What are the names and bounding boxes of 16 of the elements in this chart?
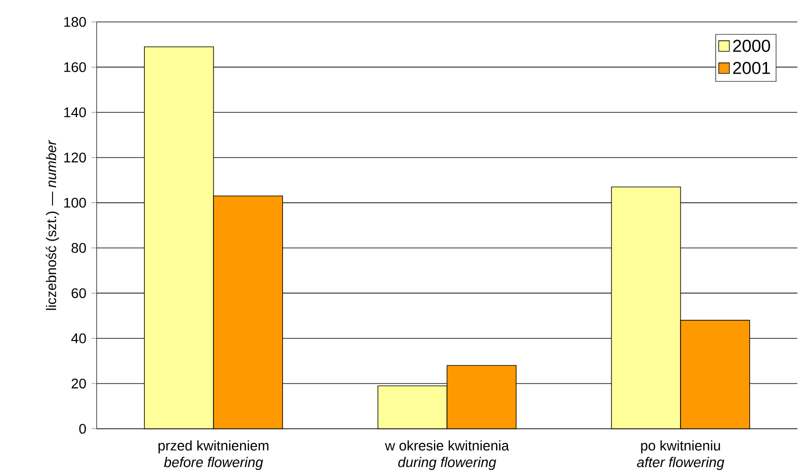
y-tick-label: 120 [64, 152, 86, 163]
x-tick-label: w okresie kwitnienia during flowering [384, 440, 510, 470]
y-tick-label: 60 [72, 288, 86, 298]
y-tick-label: 0 [79, 424, 86, 434]
legend-label: 2001 [733, 62, 770, 74]
y-tick-label: 20 [72, 378, 86, 389]
y-tick-label: 100 [64, 198, 86, 208]
x-tick-label: po kwitnieniu after flowering [637, 440, 724, 470]
y-tick-label: 140 [64, 108, 86, 118]
y-tick-label: 40 [71, 334, 86, 344]
y-tick-label: 160 [64, 62, 86, 72]
y-tick-label: 180 [64, 17, 86, 28]
x-tick-label: przed kwitnieniem before flowering [158, 440, 268, 470]
legend-label: 2000 [733, 40, 770, 52]
y-tick-label: 80 [72, 243, 86, 254]
y-axis-title: liczebność (szt.) — number [46, 140, 59, 310]
